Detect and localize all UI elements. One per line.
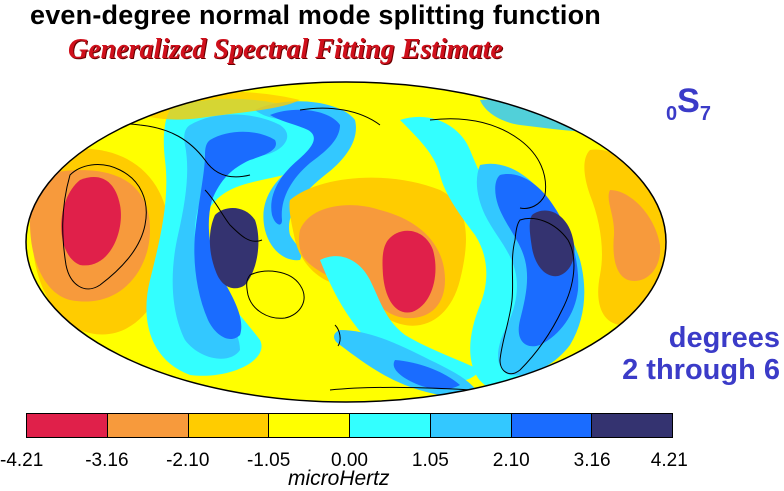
colorbar-segment	[592, 414, 672, 437]
colorbar-tick-label: 2.10	[492, 450, 530, 471]
colorbar-segment	[107, 414, 189, 437]
colorbar	[26, 413, 673, 438]
splitting-field	[26, 82, 666, 402]
anomaly-zone	[529, 210, 575, 277]
map-outline	[25, 81, 667, 403]
mode-overtone-number: 0	[666, 103, 678, 125]
colorbar-segment	[188, 414, 270, 437]
mode-angular-degree: 7	[699, 103, 711, 125]
colorbar-unit: microHertz	[288, 467, 390, 490]
colorbar-tick-label: -1.05	[246, 450, 291, 471]
anomaly-zone	[320, 256, 480, 382]
anomaly-zone	[608, 190, 661, 281]
mollweide-map	[25, 81, 667, 403]
anomaly-zone	[270, 109, 340, 225]
colorbar-segment	[350, 414, 431, 437]
anomaly-zone	[382, 230, 436, 313]
colorbar-tick-label: -3.16	[85, 450, 129, 471]
anomaly-zone	[393, 360, 460, 390]
degree-note-line2: 2 through 6	[622, 354, 780, 386]
colorbar-tick-label: 3.16	[573, 450, 611, 471]
figure-subtitle: Generalized Spectral Fitting Estimate	[68, 34, 503, 65]
coastline-north-pacific	[299, 107, 381, 126]
coastline-south-america	[499, 217, 575, 375]
anomaly-zone	[209, 208, 259, 289]
colorbar-segment	[27, 414, 108, 437]
coastline-australia	[246, 270, 305, 319]
colorbar-tick-label: 4.21	[650, 450, 688, 471]
colorbar-tick-label: -4.21	[0, 450, 44, 471]
colorbar-tick-label: -2.10	[166, 450, 210, 471]
coastline-south-asia	[204, 189, 263, 242]
coastline-north-america	[429, 118, 547, 209]
coastlines	[29, 107, 575, 393]
colorbar-segment	[430, 414, 512, 437]
degree-note-line1: degrees	[668, 322, 780, 354]
colorbar-tick-label: 0.00	[331, 450, 368, 471]
coastline-new-zealand	[334, 324, 341, 347]
degree-range-note: degrees 2 through 6	[560, 322, 780, 386]
anomaly-zone	[194, 131, 276, 340]
coastline-africa	[62, 164, 147, 290]
anomaly-zone	[61, 177, 121, 266]
colorbar-tick-label: 1.05	[411, 450, 449, 471]
mode-label: 0S7	[666, 82, 711, 126]
colorbar-segment	[269, 414, 350, 437]
mode-type-letter: S	[677, 82, 700, 120]
colorbar-segment	[511, 414, 593, 437]
figure-title: even-degree normal mode splitting functi…	[30, 0, 601, 30]
